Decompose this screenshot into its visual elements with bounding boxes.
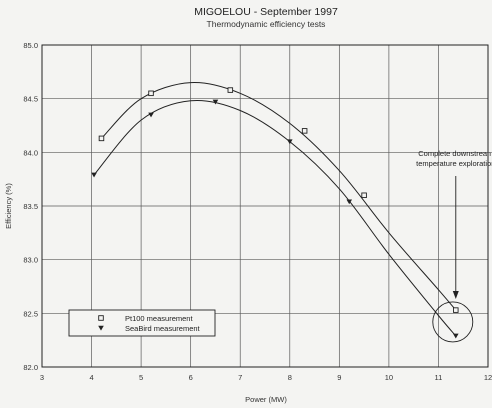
pt100-measurement-point bbox=[453, 307, 459, 313]
pt100-measurement-legend-marker bbox=[98, 315, 104, 321]
pt100-measurement-legend-label: Pt100 measurement bbox=[125, 314, 193, 323]
x-tick-label: 8 bbox=[288, 373, 292, 382]
x-tick-label: 4 bbox=[89, 373, 93, 382]
seabird-measurement-curve bbox=[93, 99, 457, 337]
grid bbox=[42, 45, 488, 367]
y-tick-label: 82.0 bbox=[23, 363, 38, 372]
plot-frame bbox=[41, 44, 489, 368]
seabird-measurement-point bbox=[212, 99, 219, 105]
pt100-measurement-point bbox=[361, 192, 367, 199]
chart-subtitle: Thermodynamic efficiency tests bbox=[207, 19, 326, 29]
seabird-measurement-point bbox=[148, 112, 154, 118]
x-axis-label: Power (MW) bbox=[245, 395, 287, 404]
y-axis-label: Efficiency (%) bbox=[4, 183, 13, 229]
x-tick-label: 9 bbox=[337, 373, 341, 382]
legend-box bbox=[68, 309, 216, 337]
x-tick-label: 6 bbox=[189, 373, 193, 382]
x-axis-ticks: 3 4 5 6 7 8 9 10 11 12 bbox=[40, 373, 492, 382]
seabird-measurement-legend-marker bbox=[98, 325, 104, 331]
y-tick-label: 83.5 bbox=[23, 202, 38, 211]
seabird-measurement-point bbox=[91, 172, 97, 178]
chart-title: MIGOELOU - September 1997 bbox=[194, 6, 338, 18]
seabird-measurement-point bbox=[286, 139, 293, 145]
pt100-measurement-point bbox=[227, 87, 234, 93]
pt100-measurement-point bbox=[148, 90, 154, 97]
annotation-arrowhead bbox=[452, 291, 459, 299]
y-tick-label: 85.0 bbox=[23, 41, 38, 50]
y-axis-ticks: 82.0 82.5 83.0 83.5 84.0 84.5 85.0 bbox=[23, 41, 38, 372]
annotation-circle bbox=[432, 301, 474, 343]
y-tick-label: 83.0 bbox=[23, 256, 38, 265]
x-tick-label: 3 bbox=[40, 373, 44, 382]
pt100-measurement-point bbox=[301, 128, 308, 134]
annotation-text: Complete downstream bbox=[418, 149, 492, 158]
x-tick-label: 5 bbox=[139, 373, 143, 382]
seabird-measurement-point bbox=[346, 199, 353, 205]
seabird-measurement-point bbox=[452, 333, 459, 339]
series-markers bbox=[91, 87, 459, 339]
x-tick-label: 10 bbox=[385, 373, 393, 382]
y-tick-label: 84.0 bbox=[23, 148, 38, 157]
y-tick-label: 84.5 bbox=[23, 95, 38, 104]
series-curves bbox=[93, 82, 457, 337]
pt100-measurement-point bbox=[98, 135, 105, 142]
seabird-measurement-legend-label: SeaBird measurement bbox=[125, 324, 201, 333]
y-tick-label: 82.5 bbox=[23, 309, 38, 318]
pt100-measurement-curve bbox=[101, 82, 457, 311]
x-tick-label: 7 bbox=[238, 373, 242, 382]
x-tick-label: 11 bbox=[435, 373, 443, 382]
x-tick-label: 12 bbox=[484, 373, 492, 382]
annotation-text: temperature exploration bbox=[416, 159, 492, 168]
